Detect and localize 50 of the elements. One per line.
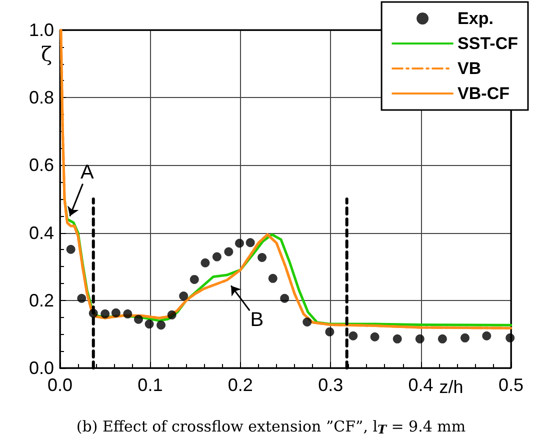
point — [123, 309, 132, 318]
point — [280, 294, 290, 303]
point — [370, 332, 380, 342]
y-tick-label: 1.0 — [28, 20, 54, 40]
point — [392, 334, 402, 344]
point — [111, 308, 120, 318]
annotation: B — [250, 309, 264, 332]
point — [167, 310, 176, 320]
x-tick-label: 0.4 — [408, 375, 434, 395]
point — [156, 320, 166, 330]
point — [235, 238, 244, 248]
point — [268, 274, 278, 283]
x-tick-label: 0.5 — [498, 375, 524, 395]
point — [325, 327, 334, 336]
x-axis-title: z/h — [439, 377, 464, 397]
y-tick-label: 0.8 — [28, 88, 54, 108]
point — [415, 334, 424, 344]
y-axis-title: ζ — [41, 42, 52, 66]
point — [246, 238, 255, 248]
y-tick-label: 0.4 — [28, 222, 54, 243]
point — [77, 294, 86, 303]
x-tick-label: 0.3 — [318, 375, 344, 395]
legend-label: SST-CF — [458, 34, 518, 53]
legend-label: VB-CF — [458, 84, 510, 103]
point — [302, 318, 312, 327]
legend-label: VB — [458, 59, 482, 78]
point — [179, 292, 188, 301]
point — [66, 244, 76, 254]
y-tick-label: 0.0 — [28, 358, 54, 378]
point — [190, 274, 199, 284]
x-tick-label: 0.1 — [138, 375, 163, 395]
point — [348, 331, 358, 340]
point — [438, 334, 447, 344]
x-tick-label: 0.0 — [47, 375, 73, 395]
y-tick-label: 0.6 — [28, 155, 54, 176]
legend-label: Exp. — [458, 9, 494, 28]
y-tick-label: 0.2 — [28, 290, 54, 310]
annotation: A — [80, 162, 95, 184]
point — [224, 247, 234, 256]
point — [144, 320, 154, 329]
point — [460, 333, 470, 342]
point — [258, 252, 267, 262]
point — [200, 258, 210, 268]
x-tick-label: 0.2 — [228, 375, 253, 395]
point — [506, 333, 515, 342]
point — [212, 252, 222, 262]
point — [88, 308, 98, 318]
point — [134, 314, 143, 324]
point — [100, 309, 110, 318]
point — [482, 331, 492, 340]
